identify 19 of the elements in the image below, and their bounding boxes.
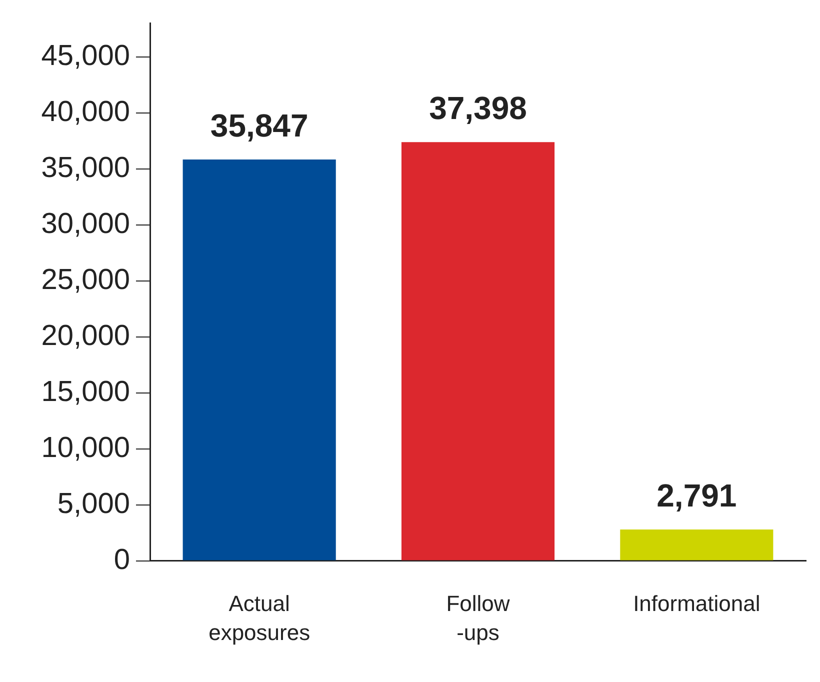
y-tick-label: 25,000 bbox=[41, 264, 130, 296]
x-tick-label: Informational bbox=[633, 591, 760, 616]
x-tick-label: Actual exposures bbox=[208, 591, 310, 645]
bar bbox=[620, 530, 774, 560]
data-label: 35,847 bbox=[210, 107, 308, 144]
bar bbox=[401, 142, 555, 560]
data-label: 2,791 bbox=[656, 477, 737, 514]
y-tick-label: 15,000 bbox=[41, 376, 130, 408]
y-tick-label: 45,000 bbox=[41, 40, 130, 72]
y-tick-label: 20,000 bbox=[41, 320, 130, 352]
y-tick-label: 5,000 bbox=[57, 488, 130, 520]
y-tick-label: 10,000 bbox=[41, 432, 130, 464]
x-tick-label: Follow-ups bbox=[446, 591, 510, 645]
y-tick-label: 30,000 bbox=[41, 208, 130, 240]
y-tick-label: 40,000 bbox=[41, 96, 130, 128]
y-tick-label: 0 bbox=[114, 544, 130, 576]
data-label: 37,398 bbox=[429, 90, 527, 126]
bar bbox=[182, 159, 336, 560]
y-tick-label: 35,000 bbox=[41, 152, 130, 184]
